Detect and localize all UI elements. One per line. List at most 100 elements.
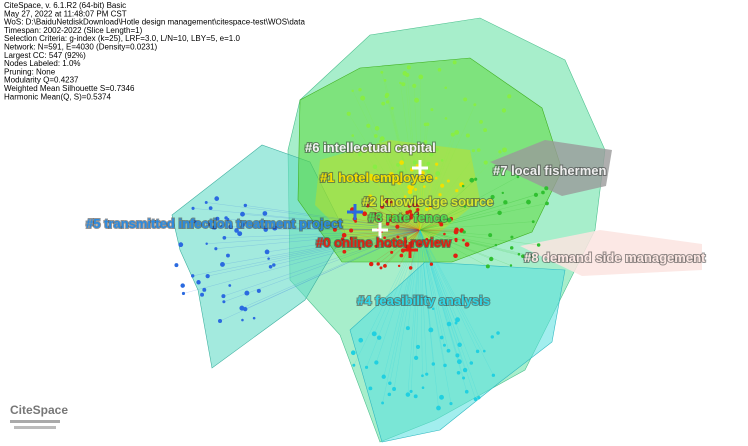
node: [489, 256, 494, 262]
node: [390, 203, 394, 207]
node: [501, 108, 507, 113]
edge: [419, 229, 460, 345]
node: [208, 206, 213, 210]
edge: [419, 194, 537, 231]
edge: [355, 221, 421, 231]
edge: [419, 229, 480, 398]
edge: [419, 229, 432, 330]
node: [536, 243, 541, 247]
node: [462, 367, 468, 373]
node: [228, 224, 233, 229]
edge: [215, 229, 421, 249]
edge: [376, 229, 421, 363]
node: [193, 220, 197, 224]
node: [424, 207, 429, 212]
node: [374, 212, 377, 215]
edge: [411, 169, 421, 231]
edge: [407, 229, 421, 329]
header-line: CiteSpace, v. 6.1.R2 (64-bit) Basic: [4, 1, 126, 10]
node: [418, 74, 424, 80]
edge: [223, 229, 421, 297]
header-line: Selection Criteria: g-index (k=25), LRF=…: [4, 34, 240, 43]
edge: [352, 135, 421, 231]
node: [407, 189, 413, 195]
edge: [392, 108, 421, 231]
node: [403, 195, 407, 198]
node: [204, 200, 208, 204]
edge: [242, 213, 421, 231]
edge: [397, 229, 421, 238]
node: [396, 179, 402, 185]
node: [346, 111, 351, 116]
edge: [419, 229, 492, 260]
edge: [419, 229, 423, 376]
node: [483, 128, 488, 133]
node: [444, 117, 448, 120]
edge: [419, 104, 476, 231]
edge: [419, 229, 519, 255]
node: [384, 92, 390, 98]
header-line: Largest CC: 547 (92%): [4, 51, 86, 60]
edge: [419, 173, 423, 231]
edge: [419, 229, 457, 242]
node: [401, 169, 404, 173]
node: [436, 405, 441, 411]
node: [373, 134, 378, 138]
node: [178, 242, 184, 248]
edge: [419, 218, 452, 231]
edge: [419, 196, 493, 231]
node: [425, 237, 429, 241]
node: [462, 376, 466, 380]
edge: [223, 229, 421, 302]
node: [428, 206, 432, 210]
edge: [407, 229, 421, 395]
edge: [419, 134, 454, 231]
node: [469, 177, 475, 183]
node: [510, 235, 514, 239]
node: [381, 195, 384, 198]
node: [379, 136, 385, 142]
node: [415, 164, 419, 167]
header: CiteSpace, v. 6.1.R2 (64-bit) Basic May …: [4, 1, 305, 101]
node: [332, 227, 337, 232]
edge: [378, 229, 421, 265]
edge: [419, 212, 500, 231]
node: [462, 238, 465, 242]
node: [372, 164, 378, 170]
edge: [370, 203, 421, 231]
node: [498, 150, 502, 154]
hull: [349, 261, 566, 443]
node: [449, 402, 453, 406]
node: [464, 389, 469, 394]
node: [396, 202, 400, 205]
node: [389, 218, 393, 222]
cluster-label: #3 rate fence: [368, 210, 448, 225]
node: [369, 173, 374, 178]
node: [393, 179, 398, 183]
node: [358, 88, 362, 92]
node: [191, 274, 195, 278]
node: [396, 235, 400, 239]
node: [220, 262, 225, 267]
node: [408, 266, 413, 270]
node: [405, 326, 410, 331]
node: [387, 202, 390, 205]
edge: [375, 213, 421, 231]
edge: [419, 229, 466, 371]
node: [494, 243, 498, 247]
edge: [419, 229, 496, 246]
node: [438, 193, 442, 197]
edge: [393, 229, 421, 390]
edge: [384, 229, 421, 267]
node: [191, 206, 195, 210]
node: [368, 386, 373, 391]
edge: [404, 196, 421, 231]
edge: [397, 164, 421, 231]
node: [374, 126, 380, 131]
node: [439, 394, 444, 400]
logo-bar: [14, 426, 56, 429]
node: [435, 241, 439, 244]
cluster-label: #0 online hotel review: [316, 235, 452, 250]
node: [446, 179, 450, 183]
